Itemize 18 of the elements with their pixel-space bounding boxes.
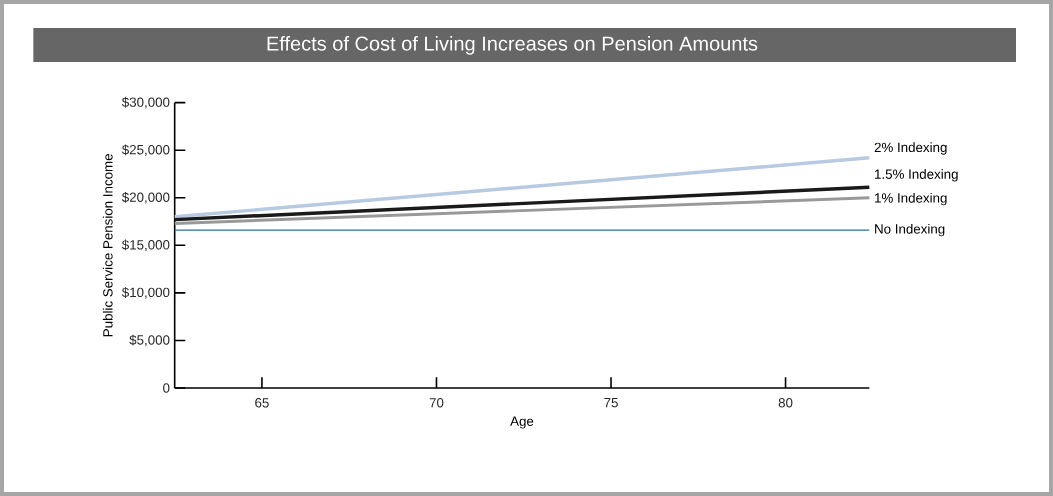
y-tick-label: $5,000 [129, 334, 170, 347]
series-label: No Indexing [875, 223, 945, 237]
chart-title: Effects of Cost of Living Increases on Pension Amounts [267, 36, 758, 55]
series-label: 1.5% Indexing [875, 169, 958, 182]
x-tick-label: 70 [429, 398, 444, 408]
y-tick-label: $30,000 [121, 96, 170, 109]
x-tick-label: 65 [255, 398, 269, 408]
y-tick-label: $10,000 [121, 287, 170, 299]
y-axis-title: Public Service Pension Income [102, 154, 113, 337]
x-tick-label: 75 [604, 398, 618, 408]
y-tick-label: 0 [163, 383, 170, 393]
series-label: 1% Indexing [875, 192, 947, 206]
y-tick-label: $25,000 [121, 144, 170, 157]
y-tick-label: $15,000 [121, 239, 170, 252]
x-axis-title: Age [510, 416, 534, 429]
series-label: 2% Indexing [874, 142, 947, 155]
x-tick-label: 80 [778, 398, 793, 408]
y-tick-label: $20,000 [121, 191, 170, 204]
